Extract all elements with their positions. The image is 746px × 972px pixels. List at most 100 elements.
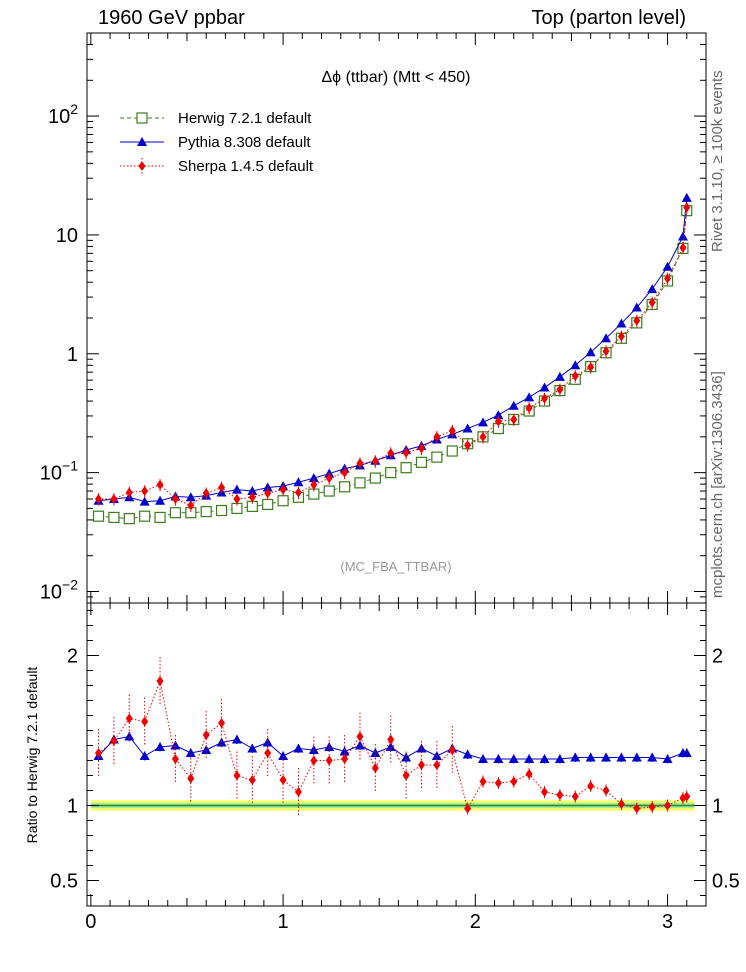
data-point bbox=[479, 431, 487, 442]
analysis-watermark: (MC_FBA_TTBAR) bbox=[340, 559, 451, 574]
ratio-y-axis-label: Ratio to Herwig 7.2.1 default bbox=[24, 667, 40, 844]
data-point bbox=[415, 456, 428, 468]
ratio-y-ticks: 0.5 0.5 1 1 2 2 bbox=[50, 610, 740, 896]
data-point bbox=[264, 488, 272, 499]
ratio-point bbox=[339, 746, 350, 756]
data-point bbox=[338, 481, 351, 493]
plot-title: Δϕ (ttbar) (Mtt < 450) bbox=[321, 69, 470, 86]
ratio-point bbox=[141, 716, 149, 727]
ratio-point bbox=[248, 775, 256, 785]
data-point bbox=[585, 347, 596, 357]
ratio-point bbox=[539, 754, 550, 763]
data-point bbox=[677, 231, 688, 241]
ratio-series-sherpa bbox=[95, 657, 691, 816]
ratio-point bbox=[247, 743, 258, 753]
ratio-point bbox=[571, 791, 579, 802]
ratio-point bbox=[125, 713, 133, 724]
data-point bbox=[662, 261, 673, 271]
ratio-point bbox=[510, 776, 518, 787]
data-point bbox=[478, 417, 489, 427]
ratio-point bbox=[202, 730, 210, 740]
data-point bbox=[354, 477, 366, 489]
data-point bbox=[169, 507, 182, 519]
data-point bbox=[123, 513, 135, 525]
ratio-panel: 0.5 0.5 1 1 2 2 Ratio to Herwig 7.2.1 default bbox=[24, 602, 740, 907]
ratio-line-sherpa bbox=[98, 679, 687, 810]
ratio-point bbox=[264, 748, 272, 758]
ratio-point bbox=[541, 787, 549, 797]
ratio-point bbox=[401, 752, 412, 762]
x-tick-label: 3 bbox=[662, 911, 673, 933]
data-point bbox=[369, 472, 381, 484]
ratio-point bbox=[293, 743, 304, 753]
ratio-point bbox=[231, 734, 242, 744]
data-point bbox=[587, 362, 595, 373]
ratio-point bbox=[294, 787, 302, 797]
ratio-point bbox=[155, 742, 166, 751]
data-point bbox=[683, 202, 691, 213]
data-point bbox=[200, 506, 212, 518]
header-left: 1960 GeV ppbar bbox=[98, 7, 245, 29]
data-point bbox=[633, 315, 641, 326]
ratio-point bbox=[371, 763, 379, 773]
ratio-point bbox=[124, 731, 135, 741]
ratio-x-ticks bbox=[90, 603, 707, 906]
main-y-ticks: 10−2 10−1 1 10 102 bbox=[40, 32, 706, 604]
data-point bbox=[556, 384, 564, 395]
ratio-y-tick-label: 2 bbox=[67, 646, 78, 668]
data-point bbox=[171, 493, 179, 504]
data-point bbox=[462, 423, 473, 433]
ratio-point bbox=[385, 742, 396, 751]
data-point bbox=[156, 479, 164, 490]
data-point bbox=[141, 486, 149, 497]
series-sherpa bbox=[95, 201, 691, 512]
ratio-point bbox=[262, 737, 273, 747]
ratio-point bbox=[308, 745, 319, 754]
data-point bbox=[431, 451, 443, 463]
data-point bbox=[293, 477, 304, 487]
main-y-tick-label: 102 bbox=[48, 101, 78, 128]
ratio-point bbox=[508, 754, 519, 763]
main-x-ticks bbox=[90, 33, 707, 603]
ratio-point bbox=[356, 731, 364, 742]
ratio-point bbox=[402, 770, 410, 781]
data-point bbox=[262, 498, 274, 511]
data-point bbox=[125, 487, 133, 498]
ratio-point bbox=[170, 740, 181, 750]
ratio-point bbox=[631, 752, 642, 762]
ratio-point bbox=[95, 748, 103, 758]
data-point bbox=[218, 482, 226, 493]
data-point bbox=[277, 495, 289, 507]
data-point bbox=[400, 462, 412, 474]
data-point bbox=[446, 445, 458, 457]
ratio-line-pythia bbox=[98, 735, 687, 760]
legend: Herwig 7.2.1 default Pythia 8.308 default… bbox=[120, 110, 314, 175]
data-point bbox=[92, 510, 105, 522]
data-point bbox=[616, 318, 627, 328]
ratio-point bbox=[156, 676, 164, 686]
ratio-y-tick-label: 1 bbox=[67, 796, 78, 818]
ratio-point bbox=[587, 781, 595, 791]
series-herwig bbox=[92, 205, 693, 525]
ratio-point bbox=[279, 775, 287, 785]
main-panel: Δϕ (ttbar) (Mtt < 450) (MC_FBA_TTBAR) 10… bbox=[40, 32, 707, 604]
ratio-point bbox=[524, 754, 535, 763]
ratio-point bbox=[601, 752, 612, 762]
data-point bbox=[155, 495, 166, 505]
data-point bbox=[570, 360, 581, 370]
ratio-point bbox=[433, 760, 441, 770]
data-point bbox=[539, 382, 550, 392]
main-y-tick-label: 10−2 bbox=[40, 576, 78, 603]
ratio-point bbox=[494, 778, 502, 788]
ratio-frame bbox=[86, 602, 707, 907]
ratio-point bbox=[479, 776, 487, 787]
ratio-point bbox=[570, 752, 581, 762]
data-point bbox=[664, 273, 672, 284]
x-tick-label: 0 bbox=[85, 911, 96, 933]
data-point bbox=[231, 484, 242, 494]
data-point bbox=[647, 284, 658, 294]
legend-label: Herwig 7.2.1 default bbox=[178, 110, 312, 127]
side-label-mcplots: mcplots.cern.ch [arXiv:1306.3436] bbox=[709, 371, 726, 598]
data-point bbox=[139, 496, 150, 506]
